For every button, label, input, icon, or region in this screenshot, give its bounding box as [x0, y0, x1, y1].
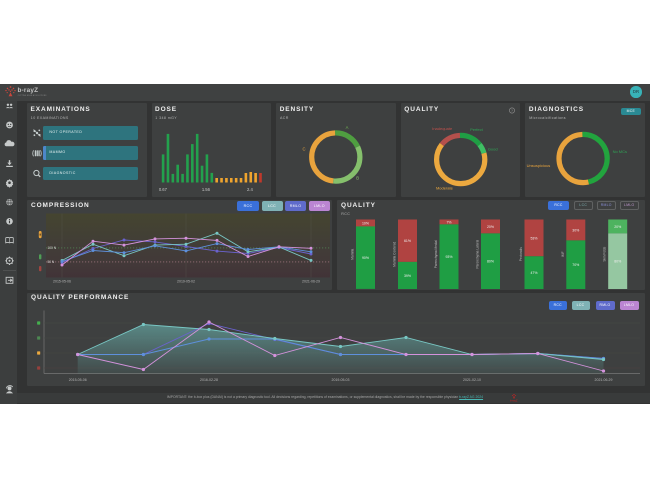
svg-text:B: B	[356, 175, 359, 180]
svg-text:2015-05-06: 2015-05-06	[53, 279, 71, 283]
svg-text:2019-05-02: 2019-05-02	[177, 279, 195, 283]
svg-text:Unsuspicious: Unsuspicious	[527, 163, 551, 168]
svg-text:90%: 90%	[362, 256, 369, 260]
svg-text:Parenchyma Lateral: Parenchyma Lateral	[476, 239, 480, 268]
svg-text:2015-05-06: 2015-05-06	[69, 378, 87, 382]
svg-text:61%: 61%	[404, 239, 411, 243]
svg-text:Mamilla: Mamilla	[351, 248, 355, 259]
svg-text:Mamilla Centered: Mamilla Centered	[393, 241, 397, 266]
svg-text:30%: 30%	[572, 228, 579, 232]
svg-text:b-rayZ: b-rayZ	[510, 398, 518, 402]
svg-text:Good: Good	[488, 146, 498, 151]
svg-text:Perfect: Perfect	[470, 127, 484, 132]
svg-text:?: ?	[511, 108, 514, 113]
svg-text:2016-02-28: 2016-02-28	[200, 378, 218, 382]
svg-text:Inadequate: Inadequate	[432, 126, 453, 131]
svg-text:10%: 10%	[362, 221, 369, 225]
svg-text:50 N: 50 N	[48, 260, 55, 264]
svg-text:1.56: 1.56	[201, 187, 210, 192]
svg-text:47%: 47%	[530, 271, 537, 275]
svg-text:7%: 7%	[446, 220, 451, 224]
svg-text:39%: 39%	[404, 273, 411, 277]
svg-text:Pectoralis: Pectoralis	[519, 246, 523, 260]
svg-text:Skin Folds: Skin Folds	[603, 246, 607, 261]
svg-text:A: A	[346, 125, 349, 130]
svg-text:70%: 70%	[572, 263, 579, 267]
svg-text:2019-05-03: 2019-05-03	[332, 378, 350, 382]
svg-text:Parenchyma Medial: Parenchyma Medial	[434, 239, 438, 267]
svg-text:2.4: 2.4	[247, 187, 253, 192]
svg-text:100 N: 100 N	[48, 246, 57, 250]
svg-text:2021-02-10: 2021-02-10	[463, 378, 481, 382]
svg-text:93%: 93%	[445, 255, 452, 259]
svg-text:80%: 80%	[487, 259, 494, 263]
svg-text:20%: 20%	[487, 224, 494, 228]
svg-text:No MCs: No MCs	[613, 149, 627, 154]
svg-text:0.67: 0.67	[158, 187, 167, 192]
svg-text:2021-06-29: 2021-06-29	[302, 279, 320, 283]
svg-text:C: C	[303, 146, 306, 151]
svg-text:53%: 53%	[530, 236, 537, 240]
svg-text:Moderate: Moderate	[436, 185, 454, 190]
svg-text:IMF: IMF	[561, 251, 565, 257]
svg-text:80%: 80%	[614, 259, 621, 263]
svg-text:2021-06-29: 2021-06-29	[595, 378, 613, 382]
svg-text:20%: 20%	[614, 224, 621, 228]
